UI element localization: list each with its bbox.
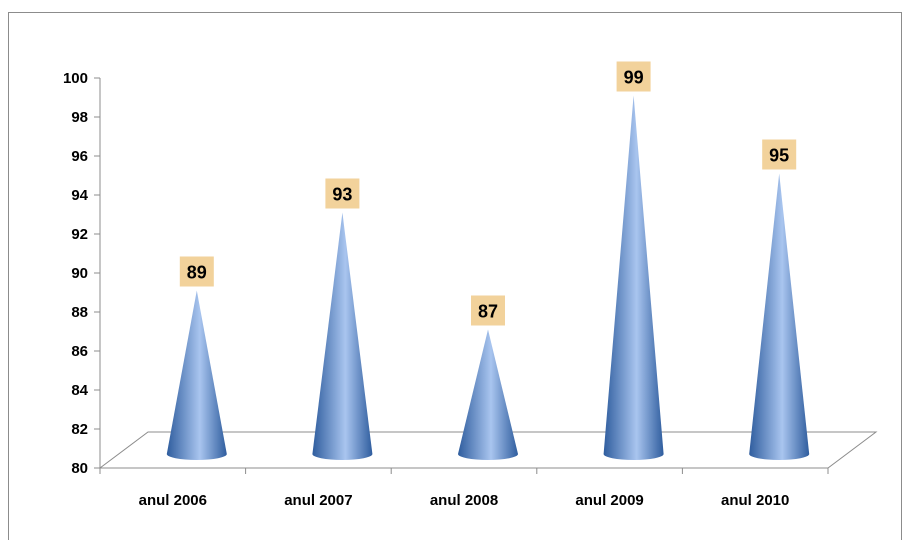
cone-bar bbox=[749, 173, 810, 461]
y-tick-label: 80 bbox=[71, 460, 88, 477]
data-label-box bbox=[762, 139, 797, 170]
y-tick-label: 88 bbox=[71, 304, 88, 321]
data-label-box bbox=[179, 256, 214, 287]
data-label: 89 bbox=[187, 263, 207, 283]
cone-bar bbox=[458, 329, 518, 460]
y-tick-label: 92 bbox=[71, 226, 88, 243]
cone-bar bbox=[166, 290, 227, 461]
data-label-box bbox=[471, 295, 505, 326]
y-tick-label: 100 bbox=[63, 70, 88, 87]
x-axis-labels: anul 2006 anul 2007 anul 2008 anul 2009 anul… bbox=[99, 468, 829, 509]
y-tick-label: 94 bbox=[71, 187, 88, 204]
data-label-box bbox=[325, 178, 360, 209]
x-tick-label: anul 2009 bbox=[575, 492, 643, 509]
data-label: 87 bbox=[478, 302, 498, 322]
y-axis-ticks: 80 82 84 86 88 90 92 94 96 98 100 bbox=[63, 70, 100, 477]
data-label: 93 bbox=[332, 185, 352, 205]
y-tick-label: 86 bbox=[71, 343, 88, 360]
cone-bar bbox=[312, 212, 373, 461]
data-label: 95 bbox=[769, 146, 789, 166]
x-tick-label: anul 2008 bbox=[430, 492, 498, 509]
y-tick-label: 90 bbox=[71, 265, 88, 282]
data-label: 99 bbox=[624, 68, 644, 88]
data-label-box bbox=[616, 61, 651, 92]
x-tick-label: anul 2010 bbox=[721, 492, 789, 509]
y-tick-label: 98 bbox=[71, 109, 88, 126]
y-tick-label: 82 bbox=[71, 421, 88, 438]
chart-frame bbox=[8, 12, 902, 540]
x-tick-label: anul 2007 bbox=[284, 492, 352, 509]
cone-bar bbox=[603, 95, 664, 461]
data-labels: 89 93 87 99 95 bbox=[179, 61, 797, 326]
y-tick-label: 84 bbox=[71, 382, 88, 399]
cone-series bbox=[166, 95, 810, 461]
x-tick-label: anul 2006 bbox=[139, 492, 207, 509]
y-tick-label: 96 bbox=[71, 148, 88, 165]
